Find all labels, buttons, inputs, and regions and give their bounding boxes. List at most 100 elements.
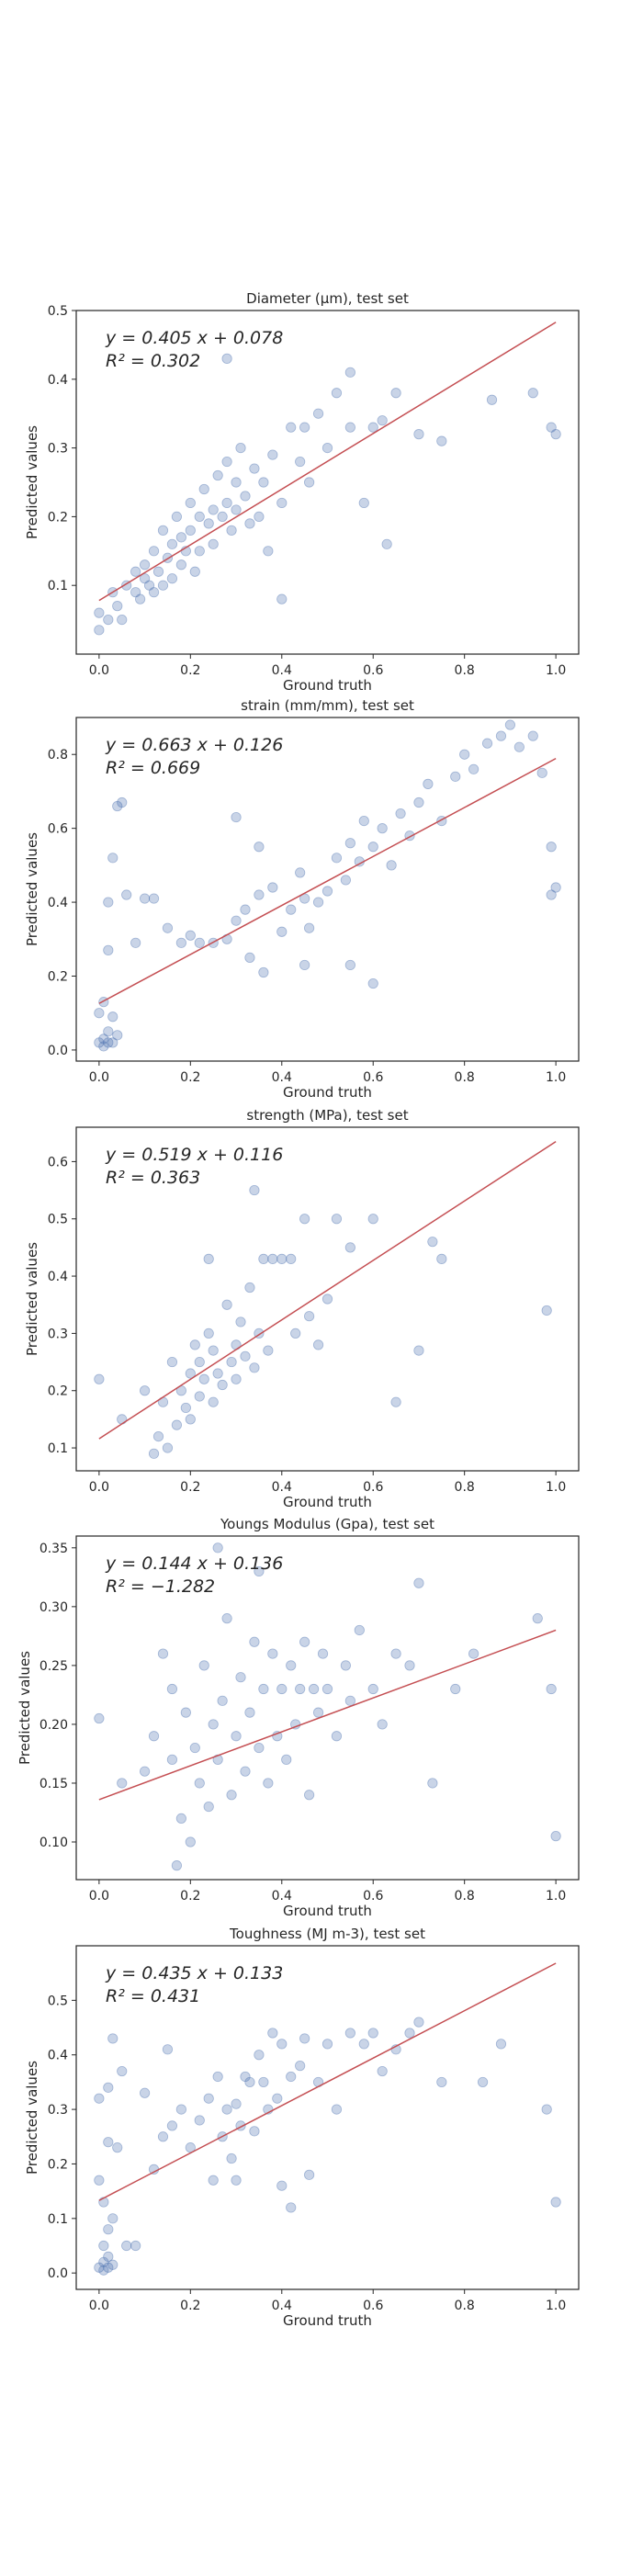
x-tick-label: 0.6 — [363, 1889, 383, 1904]
data-point — [198, 483, 209, 495]
data-point — [308, 1683, 320, 1695]
data-point — [244, 518, 255, 529]
data-point — [212, 1368, 223, 1379]
x-tick-label: 0.0 — [89, 663, 109, 678]
data-point — [175, 559, 186, 571]
data-point — [231, 504, 242, 515]
data-point — [386, 860, 397, 871]
chart-1: Diameter (µm), test set 0.0 0.2 0.4 0.6 0.8 1.… — [24, 290, 580, 694]
data-point — [377, 1719, 388, 1730]
y-tick-label: 0.4 — [48, 1270, 68, 1284]
data-point — [344, 422, 355, 433]
data-point — [550, 429, 561, 440]
data-point — [98, 1034, 109, 1045]
data-point — [94, 1037, 105, 1048]
data-point — [121, 2240, 132, 2252]
data-point — [331, 1214, 343, 1225]
data-point — [344, 367, 355, 378]
data-point — [235, 1672, 246, 1683]
y-tick-label: 0.0 — [48, 1044, 68, 1058]
x-tick-label: 0.8 — [455, 1889, 475, 1904]
scatter-points — [94, 353, 561, 636]
data-point — [94, 625, 105, 636]
data-point — [340, 1660, 351, 1671]
data-point — [171, 1860, 182, 1871]
fit-equation: y = 0.663 x + 0.126 — [105, 735, 283, 755]
data-point — [235, 1316, 246, 1328]
data-point — [157, 525, 169, 536]
data-point — [436, 1253, 447, 1264]
data-point — [194, 511, 205, 523]
data-point — [180, 1402, 191, 1414]
data-point — [107, 1011, 118, 1022]
data-point — [231, 1373, 242, 1384]
data-point — [107, 2213, 118, 2224]
data-point — [148, 587, 160, 598]
x-tick-label: 0.8 — [455, 1070, 475, 1085]
data-point — [532, 1613, 543, 1624]
y-tick-label: 0.3 — [48, 2103, 68, 2118]
fit-line — [98, 1629, 557, 1801]
data-point — [258, 2076, 269, 2088]
x-tick-label: 0.6 — [363, 1480, 383, 1495]
data-point — [130, 937, 141, 948]
data-point — [130, 2240, 141, 2252]
data-point — [340, 875, 351, 886]
data-point — [495, 730, 507, 741]
x-axis-label: Ground truth — [283, 1084, 372, 1101]
data-point — [304, 922, 315, 933]
data-point — [263, 1345, 274, 1356]
data-point — [103, 897, 114, 908]
data-point — [112, 2142, 123, 2153]
data-point — [258, 477, 269, 488]
data-point — [185, 930, 196, 941]
data-point — [276, 1253, 288, 1264]
data-point — [550, 2197, 561, 2208]
data-point — [312, 897, 324, 908]
data-point — [413, 797, 424, 808]
data-point — [322, 1294, 333, 1305]
data-point — [175, 532, 186, 543]
data-point — [258, 1253, 269, 1264]
data-point — [148, 546, 160, 557]
x-tick-label: 0.2 — [180, 2299, 200, 2313]
data-point — [413, 1577, 424, 1588]
x-tick-label: 0.4 — [272, 1070, 292, 1085]
data-point — [481, 738, 493, 749]
x-tick-label: 0.6 — [363, 663, 383, 678]
data-point — [208, 1345, 219, 1356]
data-point — [139, 1385, 151, 1396]
data-point — [117, 797, 128, 808]
data-point — [254, 2050, 265, 2061]
data-point — [139, 1766, 151, 1777]
data-point — [221, 497, 232, 509]
data-point — [468, 1648, 479, 1659]
data-point — [450, 1683, 461, 1695]
data-point — [322, 886, 333, 897]
x-axis-label: Ground truth — [283, 2312, 372, 2329]
data-point — [139, 559, 151, 571]
data-point — [404, 1660, 415, 1671]
fit-line — [98, 322, 557, 602]
data-point — [322, 1683, 333, 1695]
data-point — [358, 816, 369, 827]
y-axis-label: Predicted values — [24, 2061, 40, 2175]
scatter-points — [94, 1542, 561, 1871]
data-point — [112, 1030, 123, 1041]
data-point — [171, 511, 182, 523]
data-point — [322, 2039, 333, 2050]
data-point — [148, 1448, 160, 1459]
data-point — [244, 2076, 255, 2088]
data-point — [175, 1813, 186, 1824]
data-point — [390, 1648, 401, 1659]
chart-title: Diameter (µm), test set — [246, 290, 409, 307]
y-tick-label: 0.20 — [39, 1718, 68, 1733]
data-point — [185, 1414, 196, 1425]
data-point — [162, 2044, 174, 2055]
data-point — [135, 593, 146, 604]
x-tick-label: 0.8 — [455, 663, 475, 678]
data-point — [344, 1242, 355, 1253]
chart-3: strength (MPa), test set 0.0 0.2 0.4 0.6 0.8 1… — [24, 1107, 580, 1510]
data-point — [299, 1214, 310, 1225]
